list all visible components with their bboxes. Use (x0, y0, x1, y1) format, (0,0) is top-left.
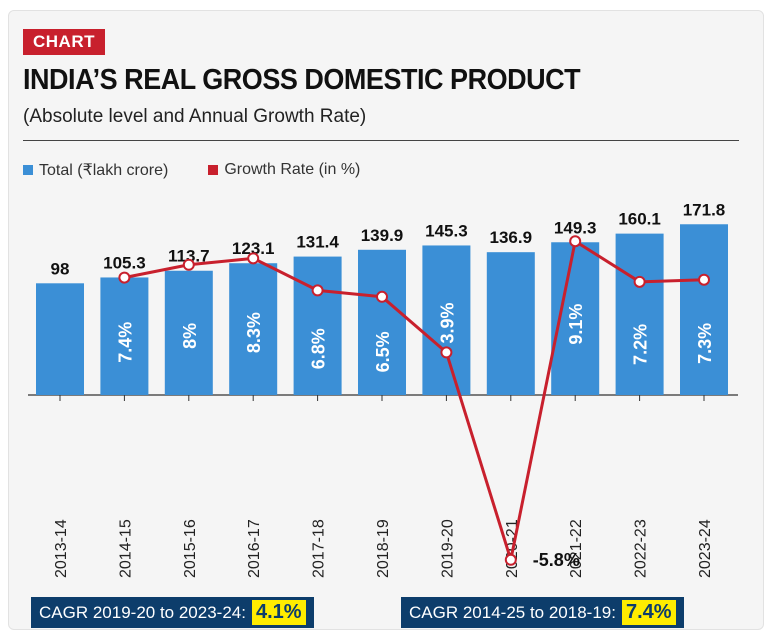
cagr-label-recent: CAGR 2019-20 to 2023-24: (39, 603, 246, 623)
bar-value-label-2023-24: 171.8 (683, 200, 726, 219)
growth-label-2019-20: 3.9% (437, 302, 457, 343)
x-tick-label-2022-23: 2022-23 (633, 519, 650, 578)
bar-2020-21 (487, 252, 535, 395)
bar-2013-14 (36, 283, 84, 395)
growth-label-2016-17: 8.3% (244, 312, 264, 353)
growth-label-2021-22: 9.1% (566, 304, 586, 345)
gdp-chart: 982013-14105.32014-15113.72015-16123.120… (0, 0, 770, 633)
bar-value-label-2013-14: 98 (51, 259, 70, 278)
x-tick-label-2017-18: 2017-18 (311, 519, 328, 578)
growth-label-2020-21: -5.8% (533, 550, 580, 570)
bar-value-label-2022-23: 160.1 (618, 210, 661, 229)
bar-2022-23 (616, 234, 664, 395)
x-tick-label-2023-24: 2023-24 (697, 519, 714, 578)
cagr-box-earlier: CAGR 2014-25 to 2018-19: 7.4% (401, 597, 684, 628)
bar-2017-18 (294, 257, 342, 395)
cagr-value-recent: 4.1% (252, 600, 306, 625)
growth-point-2014-15 (119, 273, 129, 283)
growth-point-2018-19 (377, 292, 387, 302)
x-tick-label-2015-16: 2015-16 (182, 519, 199, 578)
growth-point-2022-23 (635, 277, 645, 287)
x-tick-label-2019-20: 2019-20 (439, 519, 456, 578)
x-tick-label-2016-17: 2016-17 (246, 519, 263, 578)
bar-value-label-2020-21: 136.9 (490, 228, 533, 247)
x-tick-label-2018-19: 2018-19 (375, 519, 392, 578)
growth-label-2023-24: 7.3% (695, 323, 715, 364)
growth-point-2016-17 (248, 253, 258, 263)
bar-value-label-2018-19: 139.9 (361, 226, 404, 245)
bar-value-label-2021-22: 149.3 (554, 218, 597, 237)
bar-value-label-2019-20: 145.3 (425, 221, 468, 240)
growth-point-2023-24 (699, 275, 709, 285)
bar-value-label-2017-18: 131.4 (296, 233, 339, 252)
growth-label-2014-15: 7.4% (115, 322, 135, 363)
growth-label-2022-23: 7.2% (631, 324, 651, 365)
growth-label-2018-19: 6.5% (373, 331, 393, 372)
growth-point-2020-21 (506, 555, 516, 565)
cagr-label-earlier: CAGR 2014-25 to 2018-19: (409, 603, 616, 623)
cagr-value-earlier: 7.4% (622, 600, 676, 625)
x-tick-label-2013-14: 2013-14 (53, 519, 70, 578)
growth-label-2017-18: 6.8% (309, 328, 329, 369)
cagr-box-recent: CAGR 2019-20 to 2023-24: 4.1% (31, 597, 314, 628)
growth-point-2019-20 (441, 347, 451, 357)
bar-value-label-2014-15: 105.3 (103, 253, 146, 272)
growth-point-2017-18 (313, 285, 323, 295)
growth-point-2021-22 (570, 236, 580, 246)
x-tick-label-2014-15: 2014-15 (117, 519, 134, 578)
growth-label-2015-16: 8% (180, 323, 200, 349)
bar-2023-24 (680, 224, 728, 395)
growth-point-2015-16 (184, 260, 194, 270)
